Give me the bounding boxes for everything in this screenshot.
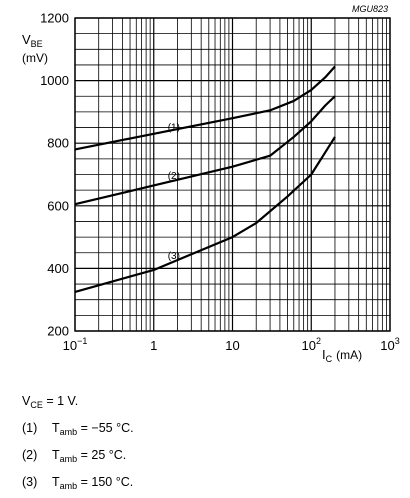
plot-frame	[74, 17, 391, 332]
y-tick-label: 800	[47, 136, 69, 151]
condition-symbol: T	[52, 448, 60, 462]
x-tick-label: 102	[302, 336, 321, 353]
condition-symbol: T	[52, 475, 60, 489]
condition-value: = −55 °C.	[77, 421, 134, 435]
condition-item-1: (1) Tamb = −55 °C.	[22, 417, 134, 444]
x-tick-label: 10−1	[63, 336, 88, 353]
y-axis-unit: (mV)	[22, 51, 48, 65]
x-tick-base: 1	[150, 338, 157, 353]
condition-value: = 150 °C.	[77, 475, 134, 489]
curve-label: (2)	[168, 171, 180, 182]
x-axis-label: IC (mA)	[322, 347, 362, 364]
x-tick-label: 1	[150, 338, 157, 353]
y-tick-label: 1200	[40, 11, 69, 26]
series-line-3	[74, 136, 336, 293]
x-tick-exponent: −1	[77, 336, 87, 346]
y-tick-label: 400	[47, 261, 69, 276]
condition-vce-value: = 1 V.	[42, 394, 79, 408]
chart-grid	[74, 17, 391, 332]
condition-vce-symbol: V	[22, 394, 31, 408]
y-tick-label: 1000	[40, 73, 69, 88]
condition-vce: VCE = 1 V.	[22, 390, 134, 417]
x-tick-base: 10	[63, 338, 77, 353]
x-tick-label: 10	[225, 338, 239, 353]
chart-series	[74, 65, 336, 293]
condition-item-2: (2) Tamb = 25 °C.	[22, 444, 134, 471]
series-line-1	[74, 65, 336, 151]
condition-vce-subscript: CE	[30, 400, 43, 410]
y-tick-label: 200	[47, 324, 69, 339]
x-tick-exponent: 2	[316, 336, 321, 346]
x-tick-base: 10	[302, 338, 316, 353]
y-axis-label: VBE	[22, 32, 43, 49]
condition-subscript: amb	[59, 427, 78, 437]
condition-item-3: (3) Tamb = 150 °C.	[22, 471, 134, 498]
figure-id: MGU823	[352, 4, 388, 14]
x-axis-subscript: C	[326, 354, 333, 364]
x-axis-symbol: I	[322, 347, 326, 362]
chart-curve-labels: (1) (2) (3)	[168, 123, 180, 262]
condition-subscript: amb	[59, 454, 78, 464]
curve-label: (1)	[168, 123, 180, 134]
y-tick-label: 600	[47, 198, 69, 213]
y-axis-subscript: BE	[31, 39, 43, 49]
x-axis-unit: (mA)	[336, 348, 362, 362]
condition-symbol: T	[52, 421, 60, 435]
condition-number: (1)	[22, 421, 38, 435]
condition-number: (3)	[22, 475, 38, 489]
condition-value: = 25 °C.	[77, 448, 127, 462]
x-tick-label: 103	[380, 336, 399, 353]
y-axis-symbol: V	[22, 32, 31, 47]
curve-label: (3)	[168, 251, 180, 262]
conditions-legend: VCE = 1 V. (1) Tamb = −55 °C. (2) Tamb = 2…	[22, 390, 134, 498]
x-tick-exponent: 3	[395, 336, 400, 346]
condition-number: (2)	[22, 448, 38, 462]
condition-subscript: amb	[59, 481, 78, 491]
x-tick-base: 10	[225, 338, 239, 353]
series-line-2	[74, 95, 336, 206]
x-tick-base: 10	[380, 338, 394, 353]
